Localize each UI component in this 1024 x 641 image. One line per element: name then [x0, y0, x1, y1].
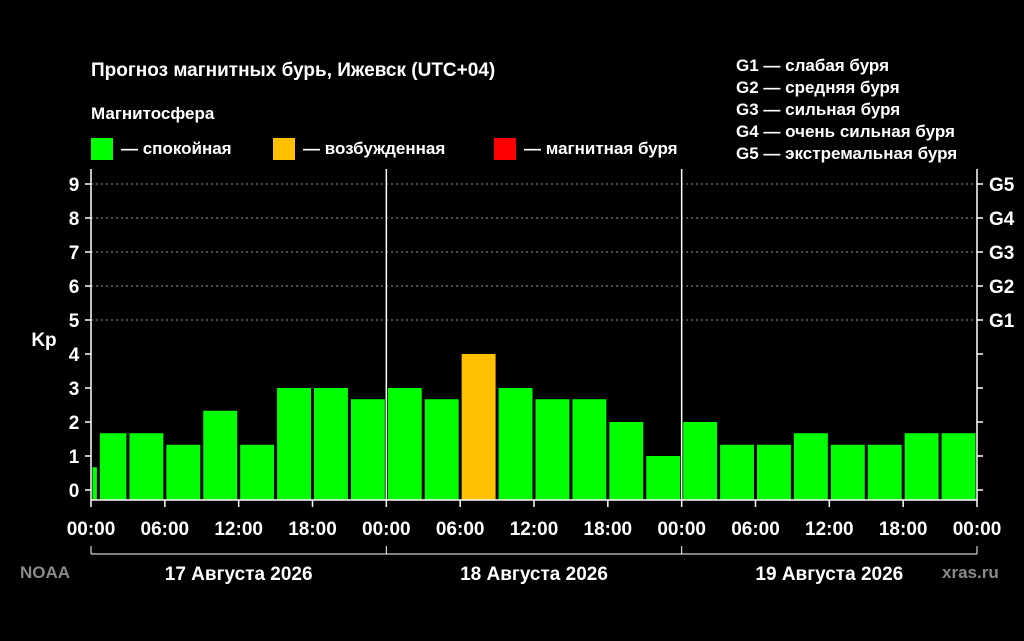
g-label-g2: G2	[989, 277, 1014, 298]
x-tick-label-9: 06:00	[731, 519, 780, 540]
y-tick-label-1: 1	[69, 447, 80, 468]
kp-bar-19	[757, 444, 791, 500]
y-tick-label-8: 8	[69, 209, 80, 230]
kp-bar-7	[314, 388, 348, 500]
y-tick-label-5: 5	[69, 311, 80, 332]
g-label-g4: G4	[989, 209, 1015, 230]
kp-bar-14	[572, 399, 607, 500]
g-label-g3: G3	[989, 243, 1014, 264]
kp-bar-17	[683, 422, 718, 500]
g-scale-g4: G4 — очень сильная буря	[736, 122, 955, 141]
x-tick-label-8: 00:00	[657, 519, 706, 540]
g-label-g1: G1	[989, 311, 1015, 332]
kp-bar-0	[92, 467, 97, 500]
x-tick-label-11: 18:00	[879, 519, 928, 540]
g-scale-legend: G1 — слабая буря G2 — средняя буря G3 — …	[736, 55, 957, 165]
kp-bar-3	[166, 444, 201, 500]
kp-bar-8	[350, 399, 385, 500]
x-tick-label-0: 00:00	[67, 519, 116, 540]
kp-bar-23	[904, 433, 939, 500]
kp-bar-5	[240, 444, 275, 500]
y-tick-label-4: 4	[69, 345, 80, 366]
kp-bar-24	[941, 433, 976, 500]
legend-item-active: — возбужденная	[273, 137, 445, 161]
kp-bar-13	[535, 399, 570, 500]
kp-bar-20	[793, 433, 828, 500]
x-tick-label-2: 12:00	[214, 519, 263, 540]
legend-swatch-active	[273, 138, 295, 160]
x-tick-label-10: 12:00	[805, 519, 854, 540]
kp-bar-18	[720, 444, 754, 500]
g-scale-g1: G1 — слабая буря	[736, 56, 890, 75]
legend-label-storm: — магнитная буря	[524, 139, 678, 158]
kp-bar-12	[498, 388, 533, 500]
magnetosphere-title: Магнитосфера	[91, 104, 215, 123]
kp-bar-11	[461, 354, 496, 500]
day-label-0: 17 Августа 2026	[165, 564, 313, 585]
legend-label-quiet: — спокойная	[121, 139, 232, 158]
x-tick-label-7: 18:00	[584, 519, 633, 540]
y-tick-label-9: 9	[69, 175, 80, 196]
day-label-1: 18 Августа 2026	[460, 564, 608, 585]
chart-title: Прогноз магнитных бурь, Ижевск (UTC+04)	[91, 60, 496, 81]
y-tick-label-6: 6	[69, 277, 80, 298]
kp-bar-4	[203, 410, 238, 500]
legend-item-quiet: — спокойная	[91, 137, 232, 161]
kp-bar-2	[129, 433, 164, 500]
kp-bar-15	[609, 422, 644, 500]
kp-bar-10	[424, 399, 459, 500]
g-scale-g5: G5 — экстремальная буря	[736, 144, 958, 163]
x-tick-label-6: 12:00	[510, 519, 559, 540]
x-tick-label-1: 06:00	[141, 519, 190, 540]
kp-bar-6	[277, 388, 311, 500]
g-label-g5: G5	[989, 175, 1015, 196]
y-axis-label: Kp	[31, 330, 56, 351]
y-tick-label-3: 3	[69, 379, 80, 400]
g-scale-g2: G2 — средняя буря	[736, 78, 900, 97]
x-tick-label-4: 00:00	[362, 519, 411, 540]
legend-label-active: — возбужденная	[303, 139, 446, 158]
kp-bar-21	[830, 444, 865, 500]
g-scale-g3: G3 — сильная буря	[736, 100, 901, 119]
y-tick-label-0: 0	[69, 481, 80, 502]
kp-bar-22	[867, 444, 902, 500]
x-tick-label-12: 00:00	[953, 519, 1002, 540]
x-tick-label-3: 18:00	[288, 519, 337, 540]
legend-swatch-storm	[494, 138, 516, 160]
day-label-2: 19 Августа 2026	[755, 564, 903, 585]
legend-item-storm: — магнитная буря	[494, 137, 678, 161]
source-noaa: NOAA	[20, 563, 71, 582]
kp-bar-1	[99, 433, 127, 500]
kp-bar-9	[387, 388, 422, 500]
kp-bar-16	[646, 456, 681, 500]
source-xras: xras.ru	[942, 563, 999, 582]
y-tick-label-2: 2	[69, 413, 80, 434]
x-tick-label-5: 06:00	[436, 519, 485, 540]
y-tick-label-7: 7	[69, 243, 80, 264]
legend-swatch-quiet	[91, 138, 113, 160]
